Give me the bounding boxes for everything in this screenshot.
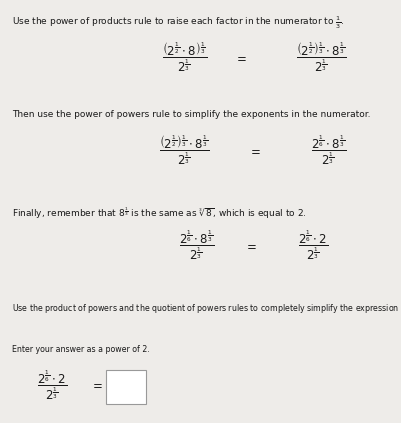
Text: $\dfrac{\left(2^{\frac{1}{2}}\right)^{\frac{1}{3}}\cdot 8^{\frac{1}{3}}}{2^{\fra: $\dfrac{\left(2^{\frac{1}{2}}\right)^{\f… — [159, 133, 210, 167]
Text: $\dfrac{2^{\frac{1}{6}}\cdot 8^{\frac{1}{3}}}{2^{\frac{1}{3}}}$: $\dfrac{2^{\frac{1}{6}}\cdot 8^{\frac{1}… — [311, 133, 346, 167]
Text: $=$: $=$ — [234, 51, 247, 63]
Text: Then use the power of powers rule to simplify the exponents in the numerator.: Then use the power of powers rule to sim… — [12, 110, 371, 119]
Text: $\dfrac{2^{\frac{1}{6}}\cdot 8^{\frac{1}{3}}}{2^{\frac{1}{3}}}$: $\dfrac{2^{\frac{1}{6}}\cdot 8^{\frac{1}… — [179, 228, 214, 262]
Text: $=$: $=$ — [248, 144, 261, 157]
Text: $=$: $=$ — [244, 239, 257, 252]
Text: Enter your answer as a power of 2.: Enter your answer as a power of 2. — [12, 345, 150, 354]
Text: $\dfrac{2^{\frac{1}{6}}\cdot 2}{2^{\frac{1}{3}}}$: $\dfrac{2^{\frac{1}{6}}\cdot 2}{2^{\frac… — [298, 228, 328, 262]
Text: $\dfrac{\left(2^{\frac{1}{2}}\right)^{\frac{1}{3}}\cdot 8^{\frac{1}{3}}}{2^{\fra: $\dfrac{\left(2^{\frac{1}{2}}\right)^{\f… — [296, 40, 346, 74]
Text: $=$: $=$ — [90, 379, 103, 391]
Text: $\dfrac{\left(2^{\frac{1}{2}}\cdot 8\right)^{\frac{1}{3}}}{2^{\frac{1}{3}}}$: $\dfrac{\left(2^{\frac{1}{2}}\cdot 8\rig… — [162, 40, 207, 74]
Text: Finally, remember that $8^{\frac{1}{3}}$ is the same as $\sqrt[3]{8}$, which is : Finally, remember that $8^{\frac{1}{3}}$… — [12, 205, 307, 221]
FancyBboxPatch shape — [106, 370, 146, 404]
Text: $\dfrac{2^{\frac{1}{6}}\cdot 2}{2^{\frac{1}{3}}}$: $\dfrac{2^{\frac{1}{6}}\cdot 2}{2^{\frac… — [37, 368, 67, 402]
Text: Use the product of powers and the quotient of powers rules to completely simplif: Use the product of powers and the quotie… — [12, 298, 401, 324]
Text: Use the power of products rule to raise each factor in the numerator to $\frac{1: Use the power of products rule to raise … — [12, 15, 345, 31]
